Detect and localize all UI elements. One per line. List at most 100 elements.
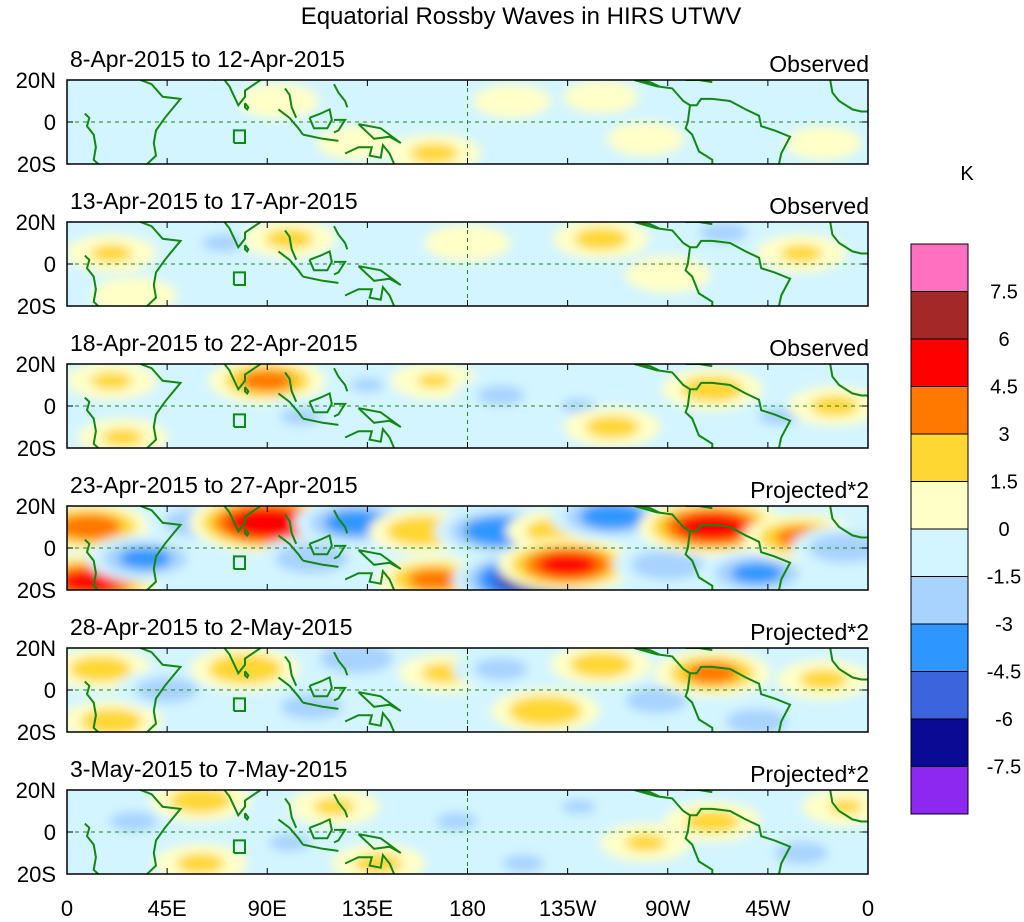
panel-label: Projected*2 xyxy=(750,619,869,645)
anomaly-blob xyxy=(677,513,747,541)
anomaly-field xyxy=(69,80,862,164)
panel-date-range: 8-Apr-2015 to 12-Apr-2015 xyxy=(70,46,345,72)
coastline xyxy=(244,102,250,112)
anomaly-blob xyxy=(109,811,158,832)
colorbar-swatch xyxy=(910,433,969,482)
coastline xyxy=(284,655,298,687)
coastline xyxy=(634,80,792,164)
anomaly-blob xyxy=(90,277,177,306)
x-axis: 0 45E 90E 135E 180 135W 90W 45W 0 xyxy=(61,896,874,921)
panel-3: 20N 0 20S 18-Apr-2015 to 22-Apr-2015 Observe… xyxy=(16,330,869,461)
x-tick-label: 90W xyxy=(645,896,690,921)
panel-1: 20N 0 20S 8-Apr-2015 to 12-Apr-2015 Observed xyxy=(16,46,869,177)
y-tick-label: 20N xyxy=(16,494,56,519)
colorbar-level-label: 6 xyxy=(998,329,1009,351)
anomaly-blob xyxy=(730,562,783,584)
coastline xyxy=(684,389,714,448)
coastline xyxy=(277,392,304,420)
anomaly-blob xyxy=(90,371,133,390)
coastline xyxy=(829,222,868,255)
coastline xyxy=(277,108,304,136)
colorbar-level-label: -1.5 xyxy=(987,567,1021,589)
anomaly-blob xyxy=(471,271,553,306)
coastline xyxy=(829,80,868,113)
coastline xyxy=(357,123,402,144)
colorbar-level-label: 4.5 xyxy=(990,377,1018,399)
y-tick-label: 20N xyxy=(16,68,56,93)
coastline xyxy=(244,670,250,680)
colorbar-swatch xyxy=(910,576,969,625)
coastline xyxy=(140,648,183,732)
colorbar-swatch xyxy=(910,338,969,387)
region-box xyxy=(232,271,246,286)
anomaly-blob xyxy=(101,428,144,447)
coastline xyxy=(84,680,99,732)
x-tick-label: 45W xyxy=(745,896,790,921)
panel-label: Projected*2 xyxy=(750,477,869,503)
coastline xyxy=(357,407,402,428)
anomaly-blob xyxy=(785,126,862,160)
coastlines xyxy=(84,80,868,164)
anomaly-blob xyxy=(624,256,711,293)
colorbar: K 7.5 6 4.5 3 1.5 0 -1.5 -3 -4.5 -6 -7.5 xyxy=(910,163,1021,815)
panel-label: Projected*2 xyxy=(750,761,869,787)
anomaly-blob xyxy=(685,810,740,833)
coastline xyxy=(213,506,262,534)
y-tick-label: 20N xyxy=(16,352,56,377)
colorbar-swatch xyxy=(910,528,969,577)
colorbar-swatch xyxy=(910,243,969,292)
colorbar-level-label: -6 xyxy=(995,709,1013,731)
coastline xyxy=(84,254,99,306)
coastline xyxy=(308,391,333,414)
anomaly-blob xyxy=(574,227,628,251)
coastline xyxy=(684,531,714,590)
anomaly-blob xyxy=(202,234,244,252)
x-tick-label: 0 xyxy=(61,896,73,921)
y-tick-label: 0 xyxy=(44,536,56,561)
anomaly-blob xyxy=(561,799,596,815)
anomaly-blob xyxy=(80,708,143,732)
coastline xyxy=(333,686,347,702)
anomaly-blob xyxy=(280,693,343,720)
colorbar-level-label: -3 xyxy=(995,614,1013,636)
colorbar-level-label: -7.5 xyxy=(987,757,1021,779)
colorbar-swatch xyxy=(910,671,969,720)
coastline xyxy=(634,364,792,448)
anomaly-blob xyxy=(237,83,319,119)
y-tick-label: 20S xyxy=(17,294,56,319)
x-tick-label: 180 xyxy=(449,896,486,921)
coastline xyxy=(213,790,262,818)
coastline xyxy=(284,87,298,119)
y-tick-label: 20N xyxy=(16,636,56,661)
coastline xyxy=(213,364,262,392)
anomaly-blob xyxy=(136,677,199,703)
coastline xyxy=(84,112,99,164)
coastline xyxy=(357,833,402,854)
coastline xyxy=(308,817,333,840)
anomaly-blob xyxy=(408,569,460,590)
y-tick-label: 20N xyxy=(16,210,56,235)
anomaly-field xyxy=(67,506,868,590)
coastline xyxy=(333,651,349,676)
coastline xyxy=(333,402,347,418)
panel-label: Observed xyxy=(769,51,869,77)
coastline xyxy=(333,828,347,844)
coastline xyxy=(284,229,298,261)
anomaly-blob xyxy=(630,549,705,580)
colorbar-swatch xyxy=(910,623,969,672)
coastline xyxy=(634,222,792,306)
coastlines xyxy=(84,648,868,732)
colorbar-level-label: -4.5 xyxy=(987,662,1021,684)
panel-label: Observed xyxy=(769,193,869,219)
anomaly-blob xyxy=(606,121,685,157)
anomaly-blob xyxy=(473,657,528,681)
anomaly-blob xyxy=(67,514,122,540)
coastline xyxy=(213,222,262,250)
coastline xyxy=(344,710,396,732)
coastline xyxy=(333,83,349,108)
coastline xyxy=(284,797,298,829)
anomaly-blob xyxy=(176,853,225,874)
panel-date-range: 18-Apr-2015 to 22-Apr-2015 xyxy=(70,330,358,356)
coastline xyxy=(213,80,262,108)
x-tick-label: 135E xyxy=(342,896,393,921)
